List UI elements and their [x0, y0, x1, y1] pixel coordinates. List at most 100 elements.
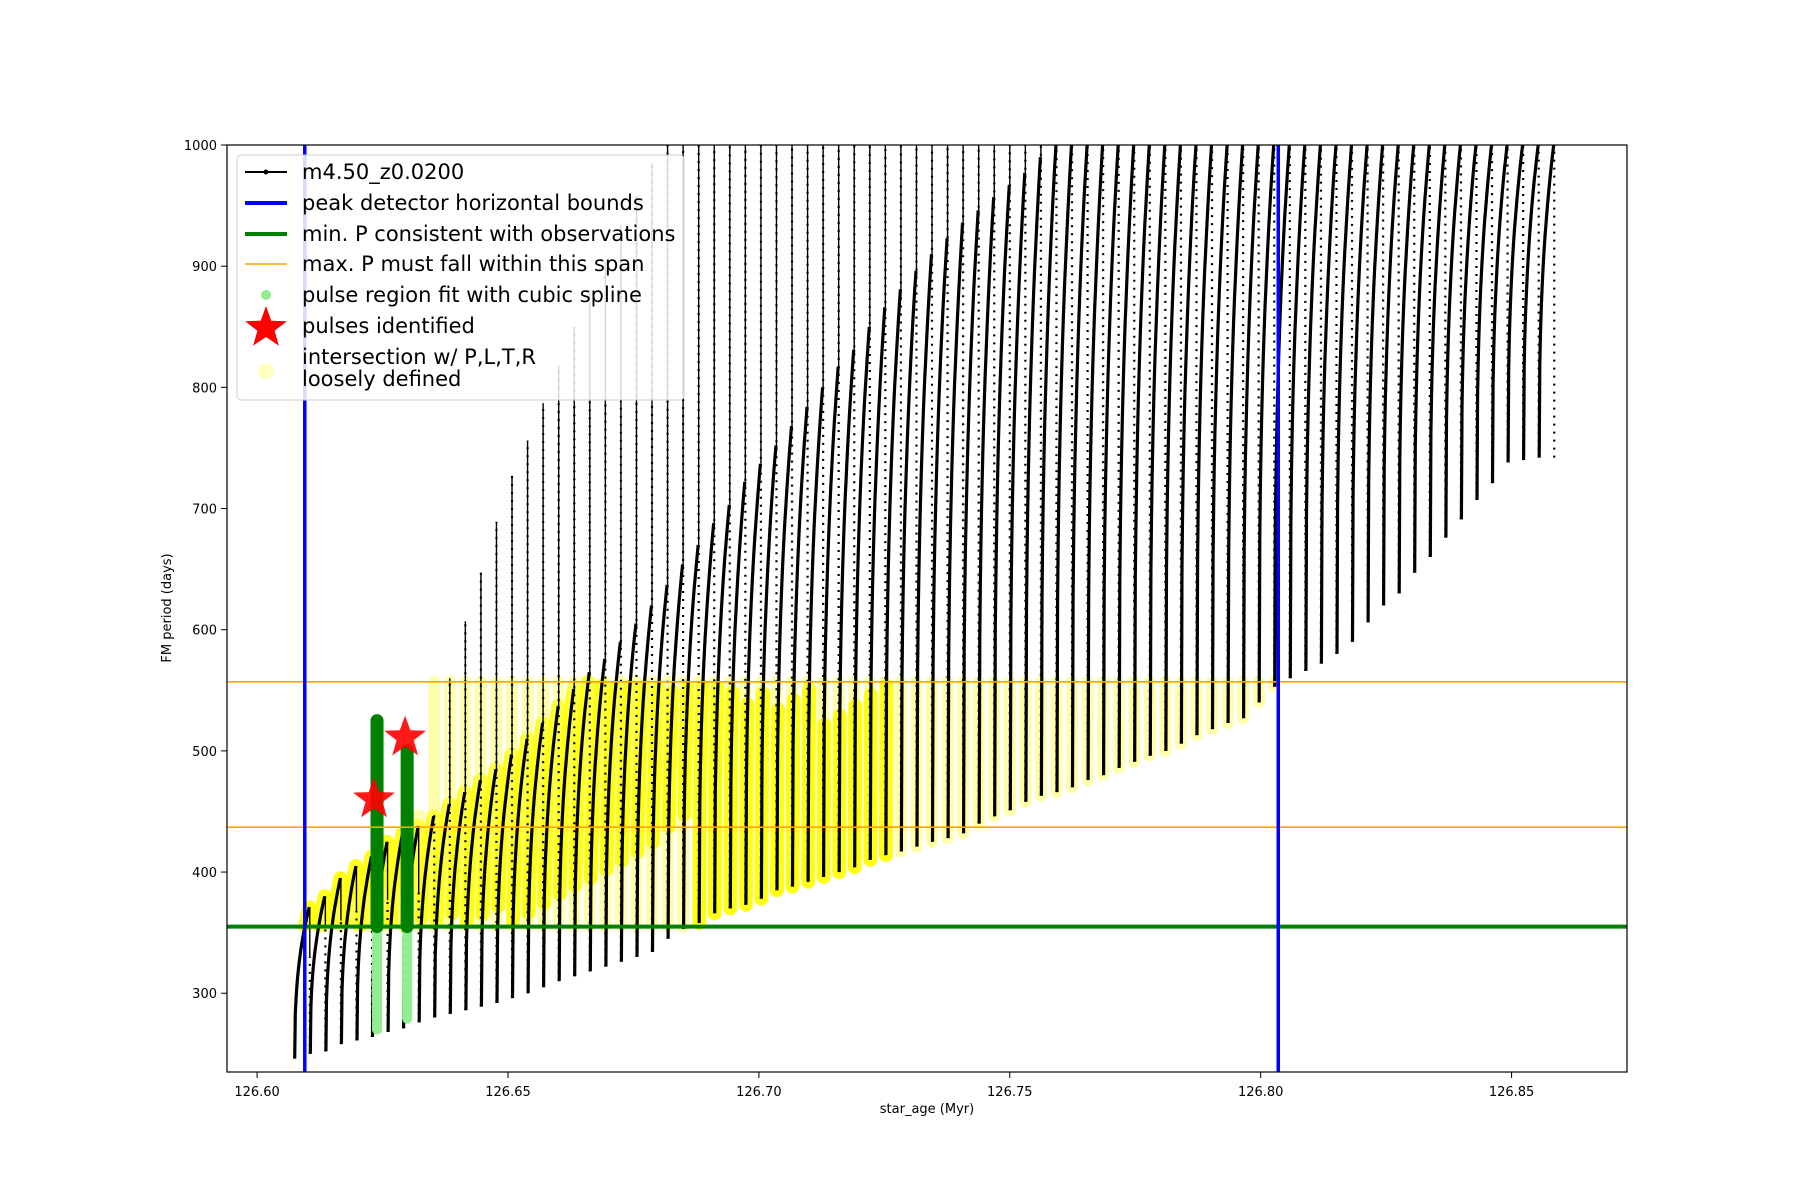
model-curve-cycle: [1195, 145, 1214, 736]
legend-swatch-star: [245, 306, 287, 346]
model-curve-cycle: [713, 504, 731, 914]
model-curve-cycle: [1444, 145, 1462, 538]
legend-label: peak detector horizontal bounds: [302, 191, 644, 215]
model-curve-cycle: [293, 906, 311, 1059]
model-curve-cycle: [1335, 145, 1354, 654]
model-curve-cycle: [1428, 145, 1447, 558]
y-tick-label: 600: [192, 624, 217, 639]
model-curve-cycle: [806, 387, 825, 882]
model-curve-cycle: [604, 641, 622, 967]
x-tick-label: 126.70: [736, 1085, 782, 1100]
model-curve-cycle: [1241, 145, 1260, 719]
model-curve-cycle: [1459, 145, 1478, 520]
model-curve-cycle: [697, 522, 716, 924]
model-curve-cycle: [915, 253, 934, 847]
y-tick-label: 900: [192, 260, 217, 275]
model-curve-cycle: [930, 238, 949, 842]
pulse-identified-star: [353, 777, 395, 818]
model-curve-cycle: [1366, 145, 1385, 623]
model-curve-cycle: [1024, 157, 1042, 802]
model-curve-cycle: [1506, 145, 1525, 463]
model-curve-cycle: [526, 722, 545, 994]
model-curve-cycle: [355, 855, 374, 1041]
y-tick-label: 800: [192, 381, 217, 396]
pulse-identified-star: [384, 715, 427, 756]
legend-label: loosely defined: [302, 367, 461, 391]
model-curve-cycle: [433, 803, 451, 1018]
model-curve-cycle: [1288, 145, 1307, 679]
model-curve-cycle: [573, 671, 591, 977]
model-curve-cycle: [1133, 145, 1151, 762]
model-curve-cycle: [837, 349, 856, 873]
model-curve-cycle: [1148, 145, 1167, 756]
model-curve-cycle: [1117, 145, 1136, 768]
model-curve-cycle: [1522, 145, 1540, 461]
model-curve-cycle: [821, 366, 840, 877]
axes-frame: [226, 144, 1628, 1073]
model-curve-cycle: [868, 307, 887, 860]
x-axis-label: star_age (Myr): [880, 1102, 974, 1117]
y-tick-label: 300: [192, 987, 217, 1002]
x-tick-label: 126.65: [485, 1085, 531, 1100]
model-curve-cycle: [448, 791, 467, 1014]
model-curve-cycle: [557, 688, 576, 982]
y-axis-label: FM period (days): [160, 553, 175, 662]
model-curve-cycle: [728, 481, 747, 909]
model-curve-cycle: [1008, 172, 1027, 811]
model-curve-cycle: [495, 754, 514, 1003]
model-curve-cycle: [1475, 145, 1494, 501]
x-tick-label: 126.85: [1489, 1085, 1535, 1100]
model-curve-cycle: [1226, 145, 1245, 724]
model-curve-cycle: [1086, 145, 1105, 781]
legend-box: [236, 154, 685, 401]
x-tick-label: 126.60: [234, 1085, 280, 1100]
model-curve-cycle: [1319, 145, 1338, 664]
model-curve-cycle: [324, 877, 342, 1052]
model-curve-cycle: [681, 544, 700, 930]
legend-swatch-spline: [261, 290, 271, 300]
x-tick-label: 126.75: [987, 1085, 1033, 1100]
model-curve-cycle: [1304, 145, 1322, 671]
legend-label: m4.50_z0.0200: [302, 160, 464, 185]
model-curve-cycle: [417, 816, 436, 1023]
model-curve-cycle: [853, 326, 871, 868]
model-curve-cycle: [1350, 145, 1369, 642]
model-curve-cycle: [1397, 145, 1416, 594]
legend-label: pulses identified: [302, 314, 475, 338]
model-curve-cycle: [339, 865, 358, 1045]
y-tick-label: 1000: [184, 139, 217, 154]
model-curve-cycle: [666, 564, 685, 939]
model-curve-cycle: [510, 738, 529, 999]
model-curve-cycle: [993, 184, 1011, 817]
model-curve-cycle: [464, 779, 482, 1011]
model-curve-cycle: [884, 289, 902, 856]
model-curve-cycle: [619, 623, 638, 962]
y-tick-label: 500: [192, 745, 217, 760]
model-curve-cycle: [1381, 145, 1400, 606]
model-curve-cycle: [542, 705, 560, 988]
model-curve-cycle: [790, 406, 809, 887]
y-tick-label: 700: [192, 503, 217, 518]
reference-lines: [227, 145, 1627, 1072]
model-curve-cycle: [386, 833, 405, 1033]
model-curve-cycle: [946, 222, 965, 839]
model-curve-cycle: [1055, 145, 1074, 793]
legend-label: pulse region fit with cubic spline: [302, 283, 642, 307]
legend-label: max. P must fall within this span: [302, 252, 644, 276]
plot-area: [293, 145, 1556, 1059]
model-curve-cycle: [1179, 145, 1198, 744]
model-curve-cycle: [308, 895, 327, 1054]
model-curve-cycle: [1490, 145, 1509, 484]
model-curve-cycle: [635, 605, 654, 957]
model-curve-cycle: [899, 270, 918, 852]
model-curve-cycle: [1537, 145, 1556, 458]
model-curve-cycle: [650, 584, 669, 953]
x-tick-label: 126.80: [1238, 1085, 1284, 1100]
model-curve-cycle: [479, 768, 498, 1007]
model-curve-cycle: [1257, 145, 1276, 703]
legend-swatch-intersection: [258, 363, 274, 379]
legend-label: min. P consistent with observations: [302, 222, 675, 246]
model-curve-cycle: [1070, 145, 1089, 788]
model-curve-cycle: [1164, 145, 1182, 751]
model-curve-cycle: [1101, 145, 1120, 776]
